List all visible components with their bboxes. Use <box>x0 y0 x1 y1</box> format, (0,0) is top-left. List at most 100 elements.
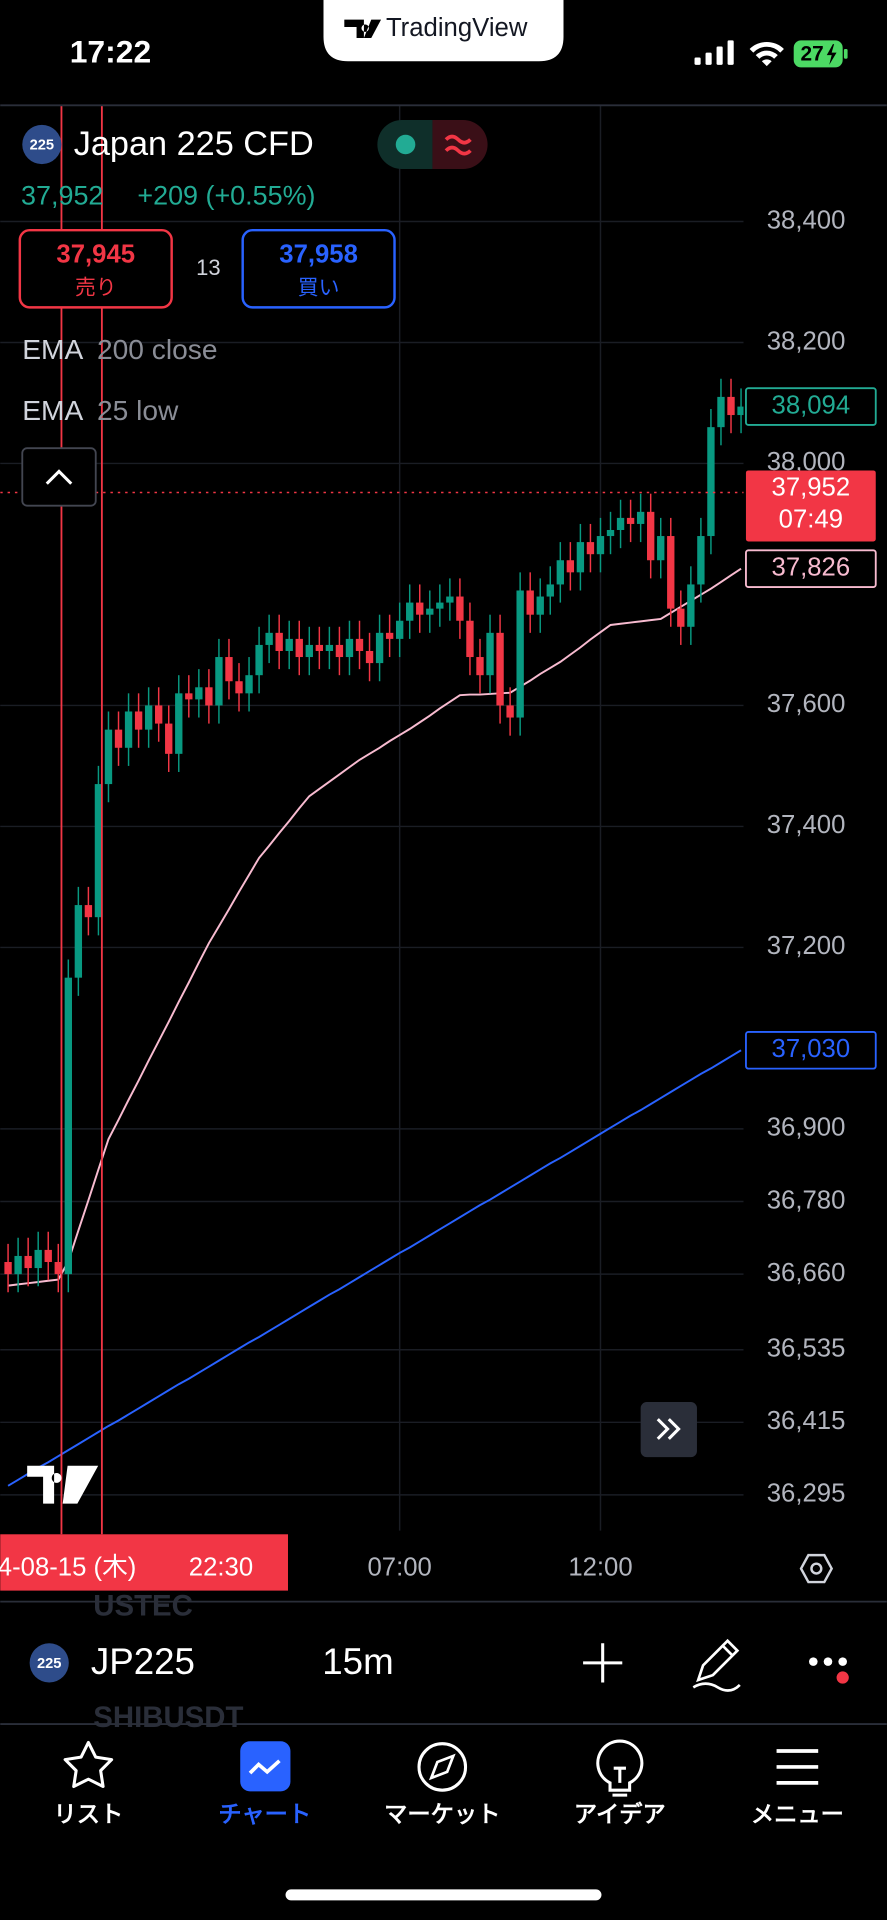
nav-icon-market[interactable] <box>417 1742 468 1792</box>
sell-button[interactable] <box>18 228 173 309</box>
candle-body <box>165 723 173 754</box>
candle-body <box>155 705 163 724</box>
price-marker <box>745 1030 877 1070</box>
candle-body <box>144 705 153 730</box>
buy-button[interactable] <box>241 228 396 309</box>
candle-body <box>94 784 103 918</box>
candle-body <box>185 693 193 700</box>
candle-body <box>255 644 263 676</box>
candle-body <box>697 536 705 585</box>
candle-body <box>496 632 504 706</box>
candle-body <box>235 681 243 694</box>
indicator-name[interactable]: EMA <box>22 395 83 426</box>
symbol-badge <box>22 124 62 165</box>
candle-body <box>34 1249 42 1269</box>
add-button[interactable] <box>583 1643 623 1683</box>
candle-body <box>466 620 474 658</box>
candle-body <box>626 517 635 524</box>
candle-body <box>4 1262 12 1275</box>
price-marker-label: 37,030 <box>772 1035 851 1063</box>
price-marker <box>745 549 877 588</box>
home-indicator <box>285 1889 602 1901</box>
candle-body <box>737 406 744 416</box>
toolbar-interval[interactable]: 15m <box>322 1641 393 1682</box>
nav-label[interactable]: チャート <box>218 1801 311 1827</box>
nav-icon-menu[interactable] <box>776 1749 819 1785</box>
candle-body <box>84 905 93 918</box>
battery-level: 27 <box>801 43 824 66</box>
candle-body <box>647 511 655 561</box>
nav-icon-ideas[interactable] <box>596 1739 644 1797</box>
candle-body <box>335 644 344 658</box>
nav-label[interactable]: メニュー <box>751 1801 844 1827</box>
spread: 13 <box>196 255 221 280</box>
y-tick-label: 37,200 <box>767 932 846 960</box>
nav-label[interactable]: リスト <box>54 1801 124 1827</box>
buy-label: 買い <box>298 276 340 299</box>
candle-body <box>566 560 575 573</box>
candle-body <box>124 711 133 748</box>
candle-body <box>436 602 444 609</box>
x-tick-label: 07:00 <box>367 1553 431 1581</box>
y-tick-label: 37,600 <box>767 690 846 718</box>
candle-body <box>586 542 595 555</box>
more-button[interactable] <box>809 1657 847 1666</box>
price-axis: 38,40038,20038,00037,60037,40037,20036,9… <box>367 206 877 1581</box>
candle-body <box>486 632 494 676</box>
price-marker-label: 38,094 <box>772 391 851 419</box>
brand-name: TradingView <box>386 14 528 42</box>
candle-body <box>636 511 645 524</box>
candle-body <box>365 650 374 664</box>
indicator-params: 25 low <box>97 395 179 426</box>
collapse-button[interactable] <box>21 447 97 507</box>
candle-body <box>215 657 223 706</box>
candle-body <box>14 1255 22 1275</box>
nav-icon-chart[interactable] <box>240 1741 291 1792</box>
watermark-logo <box>27 1465 99 1504</box>
charging-icon <box>826 44 837 65</box>
candle-body <box>707 427 715 537</box>
crosshair-time: 22:30 <box>189 1553 253 1581</box>
nav-icon-chart-line <box>248 1759 281 1775</box>
y-tick-label: 36,295 <box>767 1480 846 1508</box>
y-tick-label: 36,660 <box>767 1259 846 1287</box>
candle-body <box>245 675 253 694</box>
y-tick-label: 36,415 <box>767 1407 846 1435</box>
indicator-line <box>7 1049 742 1487</box>
candle-body <box>556 560 564 585</box>
candle-body <box>576 542 585 573</box>
nav-label[interactable]: マーケット <box>384 1801 500 1827</box>
candle-body <box>456 596 464 621</box>
nav-label[interactable]: アイデア <box>574 1801 666 1827</box>
candle-body <box>375 632 384 664</box>
notification-dot <box>836 1671 849 1684</box>
candle-body <box>446 596 454 603</box>
price-marker-label: 37,826 <box>772 554 851 582</box>
settings-icon[interactable] <box>799 1553 834 1584</box>
indicator-name[interactable]: EMA <box>22 334 83 365</box>
candle-body <box>134 711 143 730</box>
indicator-params: 200 close <box>97 334 218 365</box>
candle-body <box>295 638 303 658</box>
candle-body <box>506 705 514 718</box>
toolbar-symbol[interactable]: JP225 <box>91 1641 195 1682</box>
symbol-badge-text: 225 <box>37 1656 62 1672</box>
candle-body <box>606 529 615 537</box>
plot <box>0 378 744 1487</box>
ghost-symbol: USTEC <box>93 1590 193 1623</box>
candle-body <box>64 977 72 1275</box>
candle-body <box>104 729 113 785</box>
last-price-label: 37,952 <box>772 474 851 502</box>
candle-body <box>426 608 434 615</box>
crosshair-date: 4-08-15 (木) <box>0 1552 136 1581</box>
candle-body <box>114 729 123 748</box>
draw-button[interactable] <box>692 1638 741 1692</box>
y-tick-label: 37,400 <box>767 811 846 839</box>
candle-body <box>44 1249 52 1263</box>
battery-tip <box>843 48 848 59</box>
delay-status[interactable] <box>432 120 488 169</box>
nav-icon-list[interactable] <box>63 1740 114 1789</box>
sell-price: 37,945 <box>56 241 135 269</box>
